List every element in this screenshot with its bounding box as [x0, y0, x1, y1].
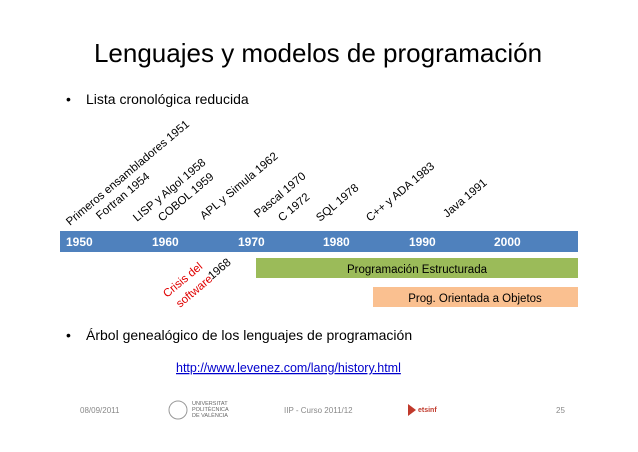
- university-logo: [168, 400, 188, 420]
- paradigm-label: Programación Estructurada: [347, 264, 488, 276]
- decade-label: 1960: [152, 235, 179, 249]
- timeline-bar: [60, 231, 578, 252]
- paradigm-bar: [256, 258, 578, 278]
- bullet-text: Árbol genealógico de los lenguajes de pr…: [86, 327, 412, 343]
- university-name: POLITÈCNICA: [192, 406, 229, 413]
- bullet-dot: •: [66, 327, 71, 343]
- decade-label: 2000: [494, 235, 521, 249]
- paradigm-bar: [373, 287, 578, 307]
- footer-date: 08/09/2011: [80, 406, 120, 415]
- language-label: Java 1991: [441, 177, 489, 220]
- university-name: DE VALÈNCIA: [192, 412, 228, 419]
- link[interactable]: http://www.levenez.com/lang/history.html: [176, 361, 401, 375]
- footer-page: 25: [556, 406, 565, 415]
- bullet-text: Lista cronológica reducida: [86, 91, 249, 107]
- decade-label: 1990: [409, 235, 436, 249]
- decade-label: 1950: [66, 235, 93, 249]
- school-name: etsinf: [418, 407, 437, 414]
- paradigm-label: Prog. Orientada a Objetos: [408, 293, 542, 305]
- school-logo: [408, 404, 416, 416]
- slide-title: Lenguajes y modelos de programación: [94, 38, 542, 68]
- decade-label: 1970: [238, 235, 265, 249]
- decade-label: 1980: [323, 235, 350, 249]
- crisis-year: 1968: [206, 257, 233, 283]
- language-label: SQL 1978: [314, 182, 361, 224]
- bullet-dot: •: [66, 91, 71, 107]
- university-name: UNIVERSITAT: [192, 401, 228, 407]
- footer-course: IIP - Curso 2011/12: [284, 406, 353, 415]
- decade-labels: 1950 1960 1970 1980 1990 2000: [66, 235, 521, 249]
- language-labels: Primeros ensambladores 1951 Fortran 1954…: [64, 118, 489, 228]
- language-label: C++ y ADA 1983: [364, 160, 437, 224]
